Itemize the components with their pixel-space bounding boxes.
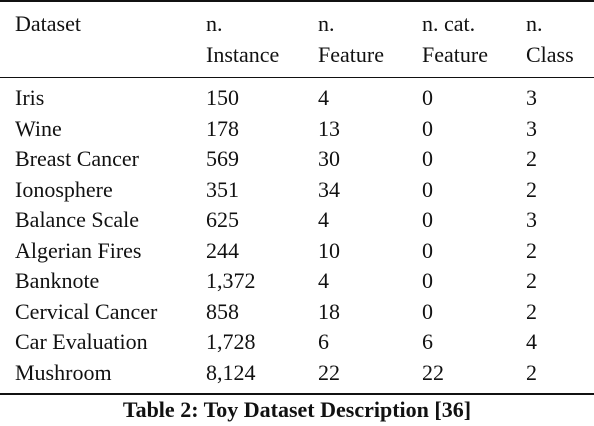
header-n-class-line1: n. — [526, 11, 543, 36]
header-n-feature-line2: Feature — [318, 42, 384, 67]
header-n-class-line2: Class — [526, 42, 574, 67]
cell-feature: 4 — [318, 85, 329, 110]
cell-cat-feature: 0 — [422, 115, 433, 141]
cell-feature: 13 — [318, 115, 340, 141]
cell-class: 2 — [526, 237, 537, 263]
table-top-rule — [0, 0, 594, 2]
cell-cat-feature: 0 — [422, 85, 433, 110]
header-n-cat-feature-line2: Feature — [422, 42, 488, 67]
cell-instance: 244 — [206, 237, 239, 263]
cell-class: 2 — [526, 298, 537, 324]
header-n-cat-feature-line1: n. cat. — [422, 11, 476, 36]
header-n-instance: n. Instance — [206, 8, 279, 70]
cell-cat-feature: 22 — [422, 359, 444, 385]
cell-feature: 6 — [318, 329, 329, 354]
header-n-class: n. Class — [526, 8, 574, 70]
cell-cat-feature: 0 — [422, 176, 433, 202]
table-header-rule — [0, 77, 594, 78]
cell-feature: 4 — [318, 268, 329, 293]
header-n-cat-feature: n. cat. Feature — [422, 8, 488, 70]
cell-cat-feature: 6 — [422, 329, 433, 354]
header-n-feature-line1: n. — [318, 11, 335, 36]
cell-class: 2 — [526, 176, 537, 202]
table-caption: Table 2: Toy Dataset Description [36] — [122, 397, 472, 422]
cell-dataset: Banknote — [15, 268, 100, 293]
cell-instance: 1,372 — [206, 268, 256, 293]
cell-instance: 351 — [206, 176, 239, 202]
cell-cat-feature: 0 — [422, 298, 433, 324]
cell-feature: 10 — [318, 237, 340, 263]
cell-class: 2 — [526, 146, 537, 171]
cell-instance: 569 — [206, 146, 239, 171]
table-bottom-rule — [0, 393, 594, 395]
cell-class: 4 — [526, 329, 537, 354]
cell-instance: 1,728 — [206, 329, 256, 354]
cell-dataset: Ionosphere — [15, 176, 113, 202]
cell-dataset: Iris — [15, 85, 45, 110]
cell-instance: 858 — [206, 298, 239, 324]
cell-instance: 178 — [206, 115, 239, 141]
header-dataset-line1: Dataset — [15, 11, 81, 36]
cell-dataset: Breast Cancer — [15, 146, 139, 171]
cell-instance: 625 — [206, 207, 239, 232]
cell-feature: 4 — [318, 207, 329, 232]
cell-dataset: Balance Scale — [15, 207, 139, 232]
cell-cat-feature: 0 — [422, 146, 433, 171]
cell-class: 3 — [526, 207, 537, 232]
header-dataset: Dataset — [15, 8, 81, 39]
cell-class: 3 — [526, 85, 537, 110]
cell-feature: 34 — [318, 176, 340, 202]
cell-dataset: Mushroom — [15, 359, 112, 385]
header-n-feature: n. Feature — [318, 8, 384, 70]
header-n-instance-line1: n. — [206, 11, 223, 36]
cell-class: 2 — [526, 359, 537, 385]
cell-dataset: Algerian Fires — [15, 237, 142, 263]
header-n-instance-line2: Instance — [206, 42, 280, 67]
cell-dataset: Cervical Cancer — [15, 298, 158, 324]
cell-class: 2 — [526, 268, 537, 293]
cell-instance: 8,124 — [206, 359, 256, 385]
cell-cat-feature: 0 — [422, 268, 433, 293]
cell-instance: 150 — [206, 85, 239, 110]
cell-cat-feature: 0 — [422, 237, 433, 263]
cell-feature: 18 — [318, 298, 340, 324]
cell-cat-feature: 0 — [422, 207, 433, 232]
cell-feature: 22 — [318, 359, 340, 385]
cell-class: 3 — [526, 115, 537, 141]
cell-dataset: Wine — [15, 115, 62, 141]
cell-feature: 30 — [318, 146, 340, 171]
cell-dataset: Car Evaluation — [15, 329, 148, 354]
